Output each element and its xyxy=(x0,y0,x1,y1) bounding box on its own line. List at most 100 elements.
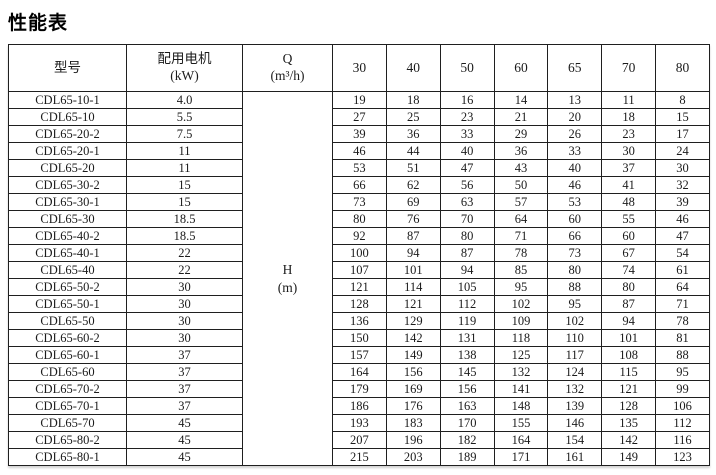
head-value-cell: 26 xyxy=(547,125,603,143)
model-cell: CDL65-40 xyxy=(8,261,127,279)
head-value-cell: 73 xyxy=(332,193,387,211)
head-value-cell: 74 xyxy=(601,261,657,279)
head-value-cell: 102 xyxy=(493,295,549,313)
head-value-cell: 87 xyxy=(439,244,495,262)
head-value-cell: 33 xyxy=(439,125,495,143)
head-value-cell: 131 xyxy=(439,329,495,347)
head-value-cell: 156 xyxy=(439,380,495,398)
table-row: CDL65-10 5.5 27 25 23 21 20 18 15 xyxy=(8,108,710,126)
head-value-cell: 118 xyxy=(493,329,549,347)
head-value-cell: 11 xyxy=(601,91,657,109)
head-value-cell: 99 xyxy=(655,380,710,398)
head-value-cell: 142 xyxy=(601,431,657,449)
motor-power-cell: 5.5 xyxy=(126,108,243,126)
model-cell: CDL65-60-2 xyxy=(8,329,127,347)
table-row: CDL65-80-1 45 215 203 189 171 161 149 123 xyxy=(8,448,710,466)
model-cell: CDL65-70-2 xyxy=(8,380,127,398)
head-value-cell: 114 xyxy=(385,278,441,296)
motor-power-cell: 30 xyxy=(126,329,243,347)
head-value-cell: 203 xyxy=(385,448,441,466)
head-value-cell: 112 xyxy=(439,295,495,313)
motor-power-cell: 18.5 xyxy=(126,227,243,245)
head-value-cell: 20 xyxy=(547,108,603,126)
head-value-cell: 101 xyxy=(385,261,441,279)
head-value-cell: 189 xyxy=(439,448,495,466)
head-unit-cell: H (m) xyxy=(242,91,333,466)
col-header-flow-40: 40 xyxy=(385,44,441,92)
head-value-cell: 64 xyxy=(493,210,549,228)
head-value-cell: 149 xyxy=(385,346,441,364)
head-value-cell: 109 xyxy=(493,312,549,330)
col-header-flow-50: 50 xyxy=(439,44,495,92)
page-title: 性能表 xyxy=(8,13,69,34)
head-value-cell: 193 xyxy=(332,414,387,432)
head-value-cell: 88 xyxy=(655,346,710,364)
head-value-cell: 23 xyxy=(601,125,657,143)
motor-power-cell: 30 xyxy=(126,295,243,313)
head-value-cell: 55 xyxy=(601,210,657,228)
head-value-cell: 108 xyxy=(601,346,657,364)
head-value-cell: 125 xyxy=(493,346,549,364)
head-value-cell: 47 xyxy=(655,227,710,245)
head-value-cell: 148 xyxy=(493,397,549,415)
table-row: CDL65-50 30 136 129 119 109 102 94 78 xyxy=(8,312,710,330)
head-value-cell: 196 xyxy=(385,431,441,449)
model-cell: CDL65-30-1 xyxy=(8,193,127,211)
head-value-cell: 73 xyxy=(547,244,603,262)
col-header-flow-rate: Q (m³/h) xyxy=(242,44,333,92)
head-value-cell: 132 xyxy=(547,380,603,398)
col-header-model: 型号 xyxy=(8,44,127,92)
head-value-cell: 18 xyxy=(385,91,441,109)
head-value-cell: 119 xyxy=(439,312,495,330)
head-value-cell: 46 xyxy=(547,176,603,194)
head-value-cell: 207 xyxy=(332,431,387,449)
head-value-cell: 92 xyxy=(332,227,387,245)
head-value-cell: 24 xyxy=(655,142,710,160)
table-header: 型号 配用电机 (kW) Q (m³/h) 30 40 50 60 65 70 80 xyxy=(8,44,710,92)
motor-power-cell: 15 xyxy=(126,176,243,194)
motor-power-cell: 37 xyxy=(126,346,243,364)
head-value-cell: 40 xyxy=(439,142,495,160)
head-value-cell: 33 xyxy=(547,142,603,160)
motor-power-cell: 37 xyxy=(126,380,243,398)
head-value-cell: 61 xyxy=(655,261,710,279)
head-value-cell: 54 xyxy=(655,244,710,262)
head-value-cell: 78 xyxy=(655,312,710,330)
head-value-cell: 36 xyxy=(493,142,549,160)
head-value-cell: 80 xyxy=(439,227,495,245)
head-value-cell: 30 xyxy=(601,142,657,160)
table-row: CDL65-50-2 30 121 114 105 95 88 80 64 xyxy=(8,278,710,296)
head-value-cell: 124 xyxy=(547,363,603,381)
table-row: CDL65-30 18.5 80 76 70 64 60 55 46 xyxy=(8,210,710,228)
head-value-cell: 19 xyxy=(332,91,387,109)
head-value-cell: 66 xyxy=(332,176,387,194)
motor-power-cell: 15 xyxy=(126,193,243,211)
head-value-cell: 170 xyxy=(439,414,495,432)
table-row: CDL65-10-1 4.0 H (m) 19 18 16 14 13 11 8 xyxy=(8,91,710,466)
model-cell: CDL65-50-1 xyxy=(8,295,127,313)
head-value-cell: 40 xyxy=(547,159,603,177)
head-value-cell: 146 xyxy=(547,414,603,432)
head-value-cell: 105 xyxy=(439,278,495,296)
motor-power-cell: 45 xyxy=(126,431,243,449)
head-value-cell: 85 xyxy=(493,261,549,279)
head-value-cell: 163 xyxy=(439,397,495,415)
head-value-cell: 94 xyxy=(439,261,495,279)
head-value-cell: 95 xyxy=(547,295,603,313)
model-cell: CDL65-70-1 xyxy=(8,397,127,415)
head-value-cell: 63 xyxy=(439,193,495,211)
motor-power-cell: 22 xyxy=(126,261,243,279)
head-value-cell: 128 xyxy=(332,295,387,313)
head-value-cell: 62 xyxy=(385,176,441,194)
head-value-cell: 176 xyxy=(385,397,441,415)
head-value-cell: 116 xyxy=(655,431,710,449)
table-row: CDL65-70-1 37 186 176 163 148 139 128 106 xyxy=(8,397,710,415)
col-header-flow-80: 80 xyxy=(655,44,710,92)
motor-power-cell: 22 xyxy=(126,244,243,262)
head-value-cell: 25 xyxy=(385,108,441,126)
head-value-cell: 145 xyxy=(439,363,495,381)
col-header-flow-70: 70 xyxy=(601,44,657,92)
head-value-cell: 95 xyxy=(493,278,549,296)
head-value-cell: 53 xyxy=(332,159,387,177)
head-value-cell: 21 xyxy=(493,108,549,126)
